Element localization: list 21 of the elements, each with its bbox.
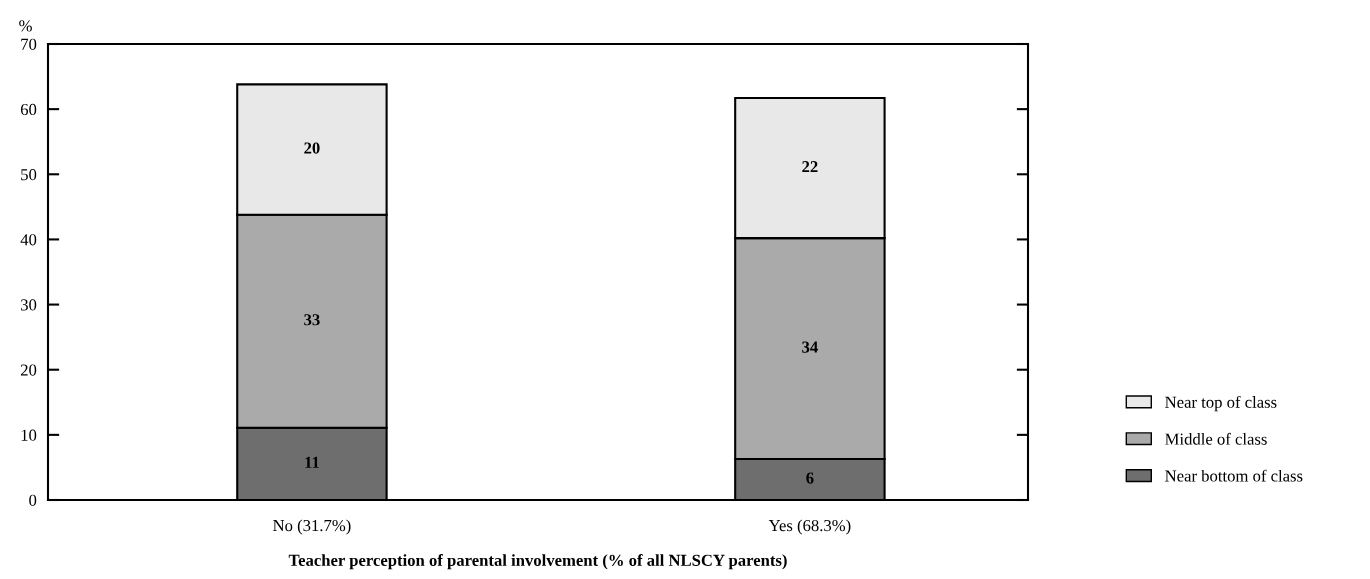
legend-label: Middle of class xyxy=(1165,432,1267,445)
data-label: 11 xyxy=(305,456,319,468)
y-tick-label: 50 xyxy=(21,168,37,181)
y-tick-label: 20 xyxy=(20,364,37,376)
y-tick-label: 70 xyxy=(21,38,37,50)
y-axis-title: % xyxy=(19,20,32,32)
legend-label: Near top of class xyxy=(1165,395,1277,412)
y-tick-label: 10 xyxy=(21,429,37,441)
x-axis-title: Teacher perception of parental involvement (% of all NLSCY parents) xyxy=(288,554,787,570)
x-tick-label: No (31.7%) xyxy=(273,519,351,535)
data-label: 33 xyxy=(304,314,320,326)
data-label: 6 xyxy=(806,472,814,484)
data-label: 20 xyxy=(304,142,320,154)
data-label: 22 xyxy=(802,161,818,173)
legend-label: Near bottom of class xyxy=(1165,469,1303,482)
y-tick-label: 40 xyxy=(20,234,37,246)
y-tick-label: 0 xyxy=(29,494,37,506)
data-label: 34 xyxy=(802,341,818,353)
y-tick-label: 30 xyxy=(21,299,37,311)
y-tick-label: 60 xyxy=(20,103,37,116)
x-tick-label: Yes (68.3%) xyxy=(768,519,851,535)
